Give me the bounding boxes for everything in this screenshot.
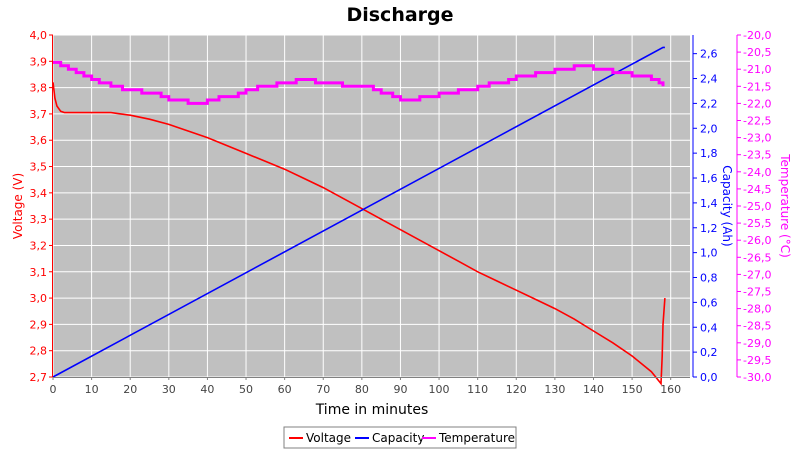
x-tick-label: 120	[506, 383, 527, 396]
capacity-tick-label: 1,6	[700, 172, 718, 185]
x-tick-label: 90	[393, 383, 407, 396]
capacity-tick-label: 0,4	[700, 321, 718, 334]
capacity-tick-label: 2,6	[700, 48, 718, 61]
left-tick-label: 3,7	[30, 108, 48, 121]
temperature-tick-label: -26,0	[743, 234, 771, 247]
temperature-tick-label: -22,5	[743, 115, 771, 128]
left-tick-label: 2,7	[30, 371, 48, 384]
left-tick-label: 3,6	[30, 134, 48, 147]
capacity-tick-label: 0,2	[700, 346, 718, 359]
x-tick-label: 10	[85, 383, 99, 396]
temperature-tick-label: -30,0	[743, 371, 771, 384]
temperature-tick-label: -28,5	[743, 320, 771, 333]
x-tick-label: 70	[316, 383, 330, 396]
temperature-tick-label: -25,5	[743, 217, 771, 230]
x-tick-label: 50	[239, 383, 253, 396]
temperature-tick-label: -22,0	[743, 97, 771, 110]
left-tick-label: 2,8	[30, 345, 48, 358]
x-tick-label: 100	[429, 383, 450, 396]
temperature-tick-label: -29,0	[743, 337, 771, 350]
left-tick-label: 3,5	[30, 161, 48, 174]
temperature-tick-label: -26,5	[743, 251, 771, 264]
temperature-axis: -30,0 -29,5 -29,0 -28,5 -28,0 -27,5 -27,0 -26,5…	[736, 29, 771, 384]
x-tick-label: 130	[544, 383, 565, 396]
capacity-tick-label: 1,2	[700, 222, 718, 235]
capacity-tick-label: 1,4	[700, 197, 718, 210]
left-tick-label: 3,9	[30, 55, 48, 68]
legend-label: Capacity	[372, 431, 424, 445]
x-tick-label: 140	[583, 383, 604, 396]
left-axis-title: Voltage (V)	[11, 173, 25, 239]
x-tick-label: 160	[660, 383, 681, 396]
x-tick-label: 80	[355, 383, 369, 396]
x-tick-label: 60	[278, 383, 292, 396]
legend-item-voltage: Voltage	[289, 431, 351, 445]
temperature-tick-label: -28,0	[743, 303, 771, 316]
left-tick-label: 3,0	[30, 292, 48, 305]
series-line-capacity	[52, 46, 665, 378]
left-tick-label: 4,0	[30, 29, 48, 42]
capacity-tick-label: 0,0	[700, 371, 718, 384]
legend-box	[283, 426, 517, 449]
capacity-axis: 0,0 0,2 0,4 0,6 0,8 1,0 1,2 1,4 1,6 1,8 2,0 2,2 2,4 2…	[692, 35, 718, 384]
temperature-tick-label: -24,5	[743, 183, 771, 196]
left-tick-label: 2,9	[30, 318, 48, 331]
temperature-tick-label: -21,0	[743, 63, 771, 76]
capacity-tick-label: 2,0	[700, 122, 718, 135]
left-tick-label: 3,2	[30, 239, 48, 252]
capacity-axis-title: Capacity (Ah)	[720, 165, 734, 246]
left-axis: 2,7 2,8 2,9 3,0 3,1 3,2 3,3 3,4 3,5 3,6 3,7 3,8 3,9 4…	[30, 29, 53, 384]
x-tick-label: 110	[467, 383, 488, 396]
capacity-tick-label: 0,6	[700, 296, 718, 309]
x-tick-label: 150	[622, 383, 643, 396]
temperature-tick-label: -29,5	[743, 354, 771, 367]
temperature-axis-title: Temperature (°C)	[778, 153, 792, 258]
legend-label: Voltage	[306, 431, 351, 445]
temperature-tick-label: -20,5	[743, 46, 771, 59]
capacity-tick-label: 1,0	[700, 247, 718, 260]
left-tick-label: 3,1	[30, 266, 48, 279]
temperature-tick-label: -20,0	[743, 29, 771, 42]
capacity-tick-label: 0,8	[700, 272, 718, 285]
legend-item-temperature: Temperature	[422, 431, 515, 445]
x-tick-label: 20	[123, 383, 137, 396]
legend-label: Temperature	[438, 431, 515, 445]
legend-item-capacity: Capacity	[355, 431, 424, 445]
x-tick-label: 40	[200, 383, 214, 396]
temperature-tick-label: -21,5	[743, 80, 771, 93]
capacity-tick-label: 2,2	[700, 97, 718, 110]
capacity-tick-label: 1,8	[700, 147, 718, 160]
temperature-tick-label: -27,5	[743, 286, 771, 299]
left-tick-label: 3,3	[30, 213, 48, 226]
temperature-tick-label: -23,0	[743, 132, 771, 145]
x-tick-label: 30	[162, 383, 176, 396]
temperature-tick-label: -25,0	[743, 200, 771, 213]
left-tick-label: 3,4	[30, 187, 48, 200]
legend: Voltage Capacity Temperature	[283, 426, 517, 449]
x-axis-title: Time in minutes	[315, 402, 429, 418]
temperature-tick-label: -23,5	[743, 149, 771, 162]
x-axis: 0 10 20 30 40 50 60 70 80 90 100 110 120 130 140 150 160	[50, 377, 690, 396]
series-layer	[52, 46, 666, 386]
chart-title: Discharge	[346, 4, 453, 26]
capacity-tick-label: 2,4	[700, 73, 718, 86]
temperature-tick-label: -27,0	[743, 268, 771, 281]
series-line-temperature	[53, 60, 665, 105]
left-tick-label: 3,8	[30, 82, 48, 95]
temperature-tick-label: -24,0	[743, 166, 771, 179]
x-tick-label: 0	[50, 383, 57, 396]
series-line-voltage	[52, 82, 666, 386]
